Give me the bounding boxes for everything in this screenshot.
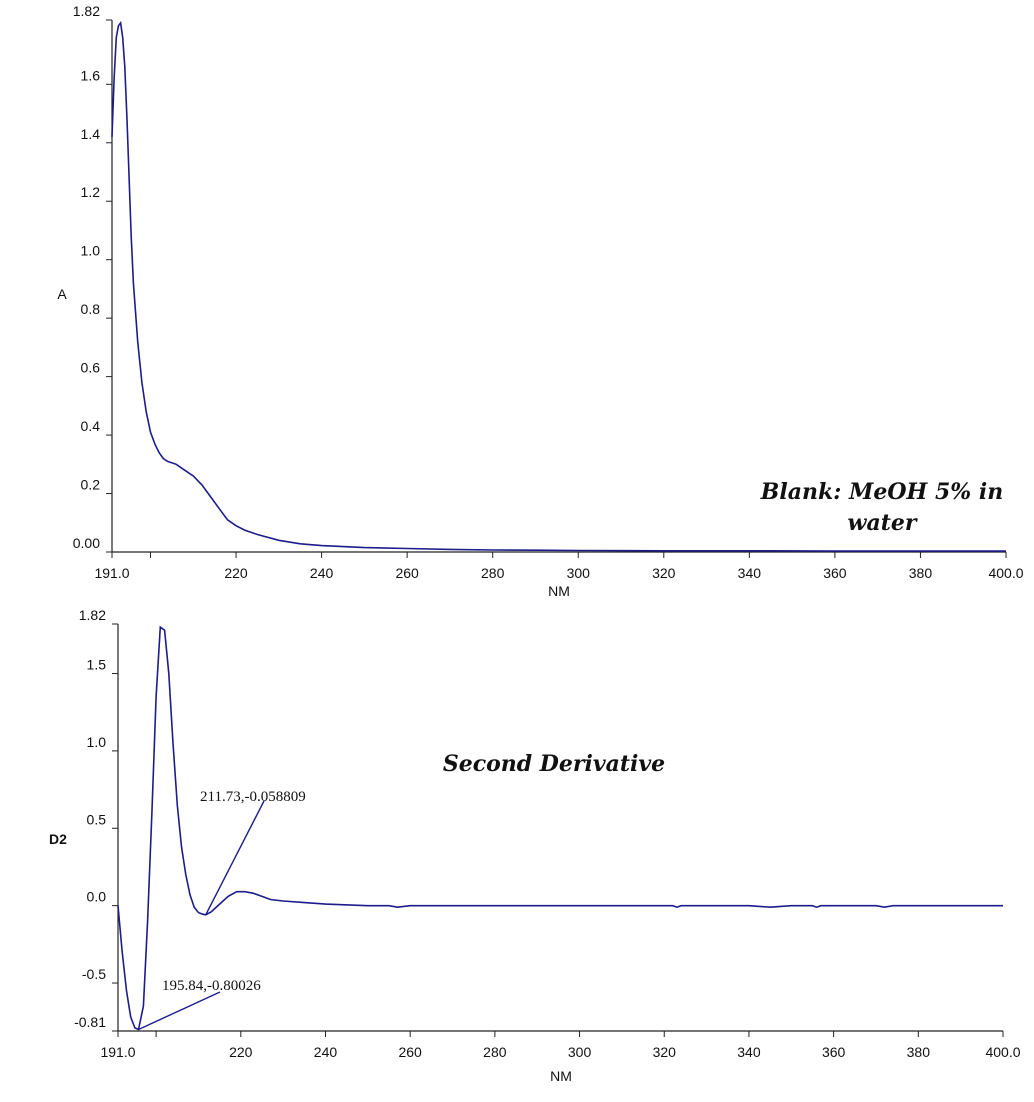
series-line [117, 625, 1003, 1031]
chart-title: water [848, 510, 918, 536]
x-tick-label: 240 [314, 1044, 338, 1060]
x-tick-label: 280 [481, 565, 505, 581]
y-tick-label: 1.4 [81, 126, 101, 142]
chart-panel-1: 191.0 220 240 260 280 300 320 340 360 380 400.0 0.0… [57, 3, 1023, 599]
x-tick-label: 400.0 [985, 1044, 1020, 1060]
y-tick-label: 1.0 [81, 243, 101, 259]
x-tick-label: 300 [567, 565, 591, 581]
chart-title: Blank: MeOH 5% in [760, 479, 1003, 505]
chart-title: Second Derivative [443, 751, 665, 777]
x-tick-label: 360 [822, 1044, 846, 1060]
x-tick-label: 320 [652, 565, 676, 581]
y-tick-label: 0.2 [81, 477, 101, 493]
chart-panel-2: 191.0 220 240 260 280 300 320 340 360 380 400.0 -0.… [49, 607, 1021, 1084]
x-tick-label: 191.0 [100, 1044, 135, 1060]
y-tick-label: 0.5 [87, 811, 107, 827]
x-axis-title: NM [550, 1068, 572, 1084]
y-tick-label: 1.6 [81, 67, 101, 83]
y-tick-label: 0.4 [81, 418, 101, 434]
y-tick-label: 1.5 [87, 657, 107, 673]
x-tick-label: 400.0 [988, 565, 1023, 581]
y-tick-label: 0.0 [87, 889, 107, 905]
annotation-label: 211.73,-0.058809 [200, 789, 306, 805]
x-tick-label: 260 [395, 565, 419, 581]
x-tick-label: 220 [224, 565, 248, 581]
x-tick-label: 220 [229, 1044, 253, 1060]
series-line [111, 20, 1006, 552]
y-tick-label: -0.81 [74, 1014, 106, 1030]
x-tick-label: 360 [823, 565, 847, 581]
x-tick-label: 260 [398, 1044, 422, 1060]
y-tick-label: 1.0 [87, 734, 107, 750]
x-tick-label: 380 [907, 1044, 931, 1060]
x-tick-label: 340 [737, 1044, 761, 1060]
x-tick-label: 191.0 [94, 565, 129, 581]
y-tick-label: 0.00 [73, 535, 100, 551]
x-tick-label: 320 [653, 1044, 677, 1060]
annotation-leader-line [138, 991, 221, 1031]
annotation-leader-line [205, 800, 265, 916]
y-tick-label: 1.2 [81, 184, 101, 200]
x-tick-label: 380 [909, 565, 933, 581]
x-tick-label: 280 [483, 1044, 507, 1060]
y-axis-title: A [57, 286, 67, 302]
annotation-label: 195.84,-0.80026 [162, 978, 261, 994]
y-tick-label: -0.5 [82, 966, 106, 982]
y-tick-label: 1.82 [73, 3, 100, 19]
x-tick-label: 340 [738, 565, 762, 581]
x-tick-label: 240 [310, 565, 334, 581]
y-tick-label: 0.8 [81, 301, 101, 317]
x-tick-label: 300 [568, 1044, 592, 1060]
y-tick-label: 0.6 [81, 360, 101, 376]
x-axis-title: NM [548, 583, 570, 599]
y-axis-title: D2 [49, 831, 67, 847]
y-tick-label: 1.82 [79, 607, 106, 623]
